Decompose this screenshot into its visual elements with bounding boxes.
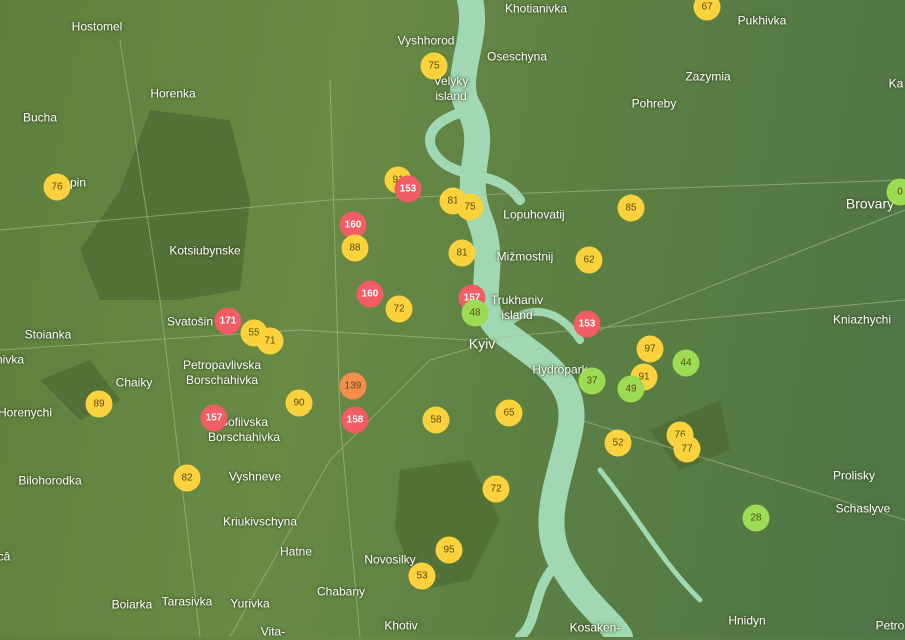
place-label: Prolisky [833, 469, 875, 484]
place-label: Vyshhorod [398, 34, 455, 49]
aqi-marker[interactable]: 44 [673, 350, 700, 377]
aqi-marker[interactable]: 97 [637, 336, 664, 363]
aqi-marker[interactable]: 90 [286, 390, 313, 417]
aqi-marker[interactable]: 81 [449, 240, 476, 267]
aqi-marker[interactable]: 157 [201, 405, 228, 432]
place-label: Brovary [846, 197, 894, 212]
aqi-marker[interactable]: 82 [174, 465, 201, 492]
place-label: Kyiv [469, 337, 495, 352]
aqi-marker[interactable]: 77 [674, 436, 701, 463]
place-label: Chabany [317, 585, 365, 600]
place-label: Novosilky [364, 553, 415, 568]
place-label: Vita- [261, 625, 285, 640]
aqi-marker[interactable]: 153 [574, 311, 601, 338]
aqi-marker[interactable]: 88 [342, 235, 369, 262]
place-label: Kriukivschyna [223, 515, 297, 530]
aqi-marker[interactable]: 75 [421, 53, 448, 80]
place-label: pin [70, 176, 86, 191]
place-label: Pukhivka [738, 14, 787, 29]
place-label: Hnidyn [728, 614, 765, 629]
place-label: Trukhaniv island [491, 293, 543, 323]
place-label: Hatne [280, 545, 312, 560]
place-label: Kniazhychi [833, 313, 891, 328]
place-label: Boiarka [112, 598, 153, 613]
place-label: Kosaken- [570, 621, 621, 636]
aqi-marker[interactable]: 139 [340, 373, 367, 400]
aqi-marker[interactable]: 76 [44, 174, 71, 201]
place-label: Tarasivka [162, 595, 213, 610]
aqi-marker[interactable]: 158 [342, 407, 369, 434]
aqi-marker[interactable]: 71 [257, 328, 284, 355]
place-label: Ka [889, 77, 904, 92]
place-label: Petro [876, 619, 905, 634]
place-label: Zazymia [685, 70, 730, 85]
place-label: Chaiky [116, 376, 153, 391]
place-label: câ [0, 550, 10, 565]
aqi-marker[interactable]: 37 [579, 368, 606, 395]
aqi-marker[interactable]: 62 [576, 247, 603, 274]
place-label: Hostomel [72, 20, 123, 35]
place-label: Mižmostnij [497, 250, 554, 265]
place-label: Kotsiubynske [169, 244, 240, 259]
place-label: Schaslyve [836, 502, 891, 517]
aqi-marker[interactable]: 89 [86, 391, 113, 418]
aqi-marker[interactable]: 171 [215, 308, 242, 335]
aqi-marker[interactable]: 72 [483, 476, 510, 503]
place-label: nivka [0, 353, 24, 368]
aqi-marker[interactable]: 53 [409, 563, 436, 590]
place-label: Horenychi [0, 406, 52, 421]
place-label: Oseschyna [487, 50, 547, 65]
place-label: Vyshneve [229, 470, 281, 485]
place-label: Bucha [23, 111, 57, 126]
place-label: Pohreby [632, 97, 677, 112]
place-label: Horenka [150, 87, 195, 102]
aqi-marker[interactable]: 58 [423, 407, 450, 434]
aqi-marker[interactable]: 160 [357, 281, 384, 308]
aqi-marker[interactable]: 28 [743, 505, 770, 532]
aqi-marker[interactable]: 49 [618, 376, 645, 403]
aqi-marker[interactable]: 52 [605, 430, 632, 457]
place-label: Khotiv [384, 619, 417, 634]
aqi-marker[interactable]: 75 [457, 194, 484, 221]
place-label: Yurivka [230, 597, 269, 612]
place-label: Petropavlivska Borschahivka [183, 358, 261, 388]
place-label: Khotianivka [505, 2, 567, 17]
aqi-marker[interactable]: 65 [496, 400, 523, 427]
aqi-marker[interactable]: 72 [386, 296, 413, 323]
aqi-marker[interactable]: 85 [618, 195, 645, 222]
aqi-marker[interactable]: 95 [436, 537, 463, 564]
aqi-marker[interactable]: 153 [395, 176, 422, 203]
aqi-marker[interactable]: 48 [462, 300, 489, 327]
place-label: Svatošin [167, 315, 213, 330]
place-label: Stoianka [25, 328, 72, 343]
place-label: Lopuhovatij [503, 208, 564, 223]
place-label: Bilohorodka [18, 474, 81, 489]
